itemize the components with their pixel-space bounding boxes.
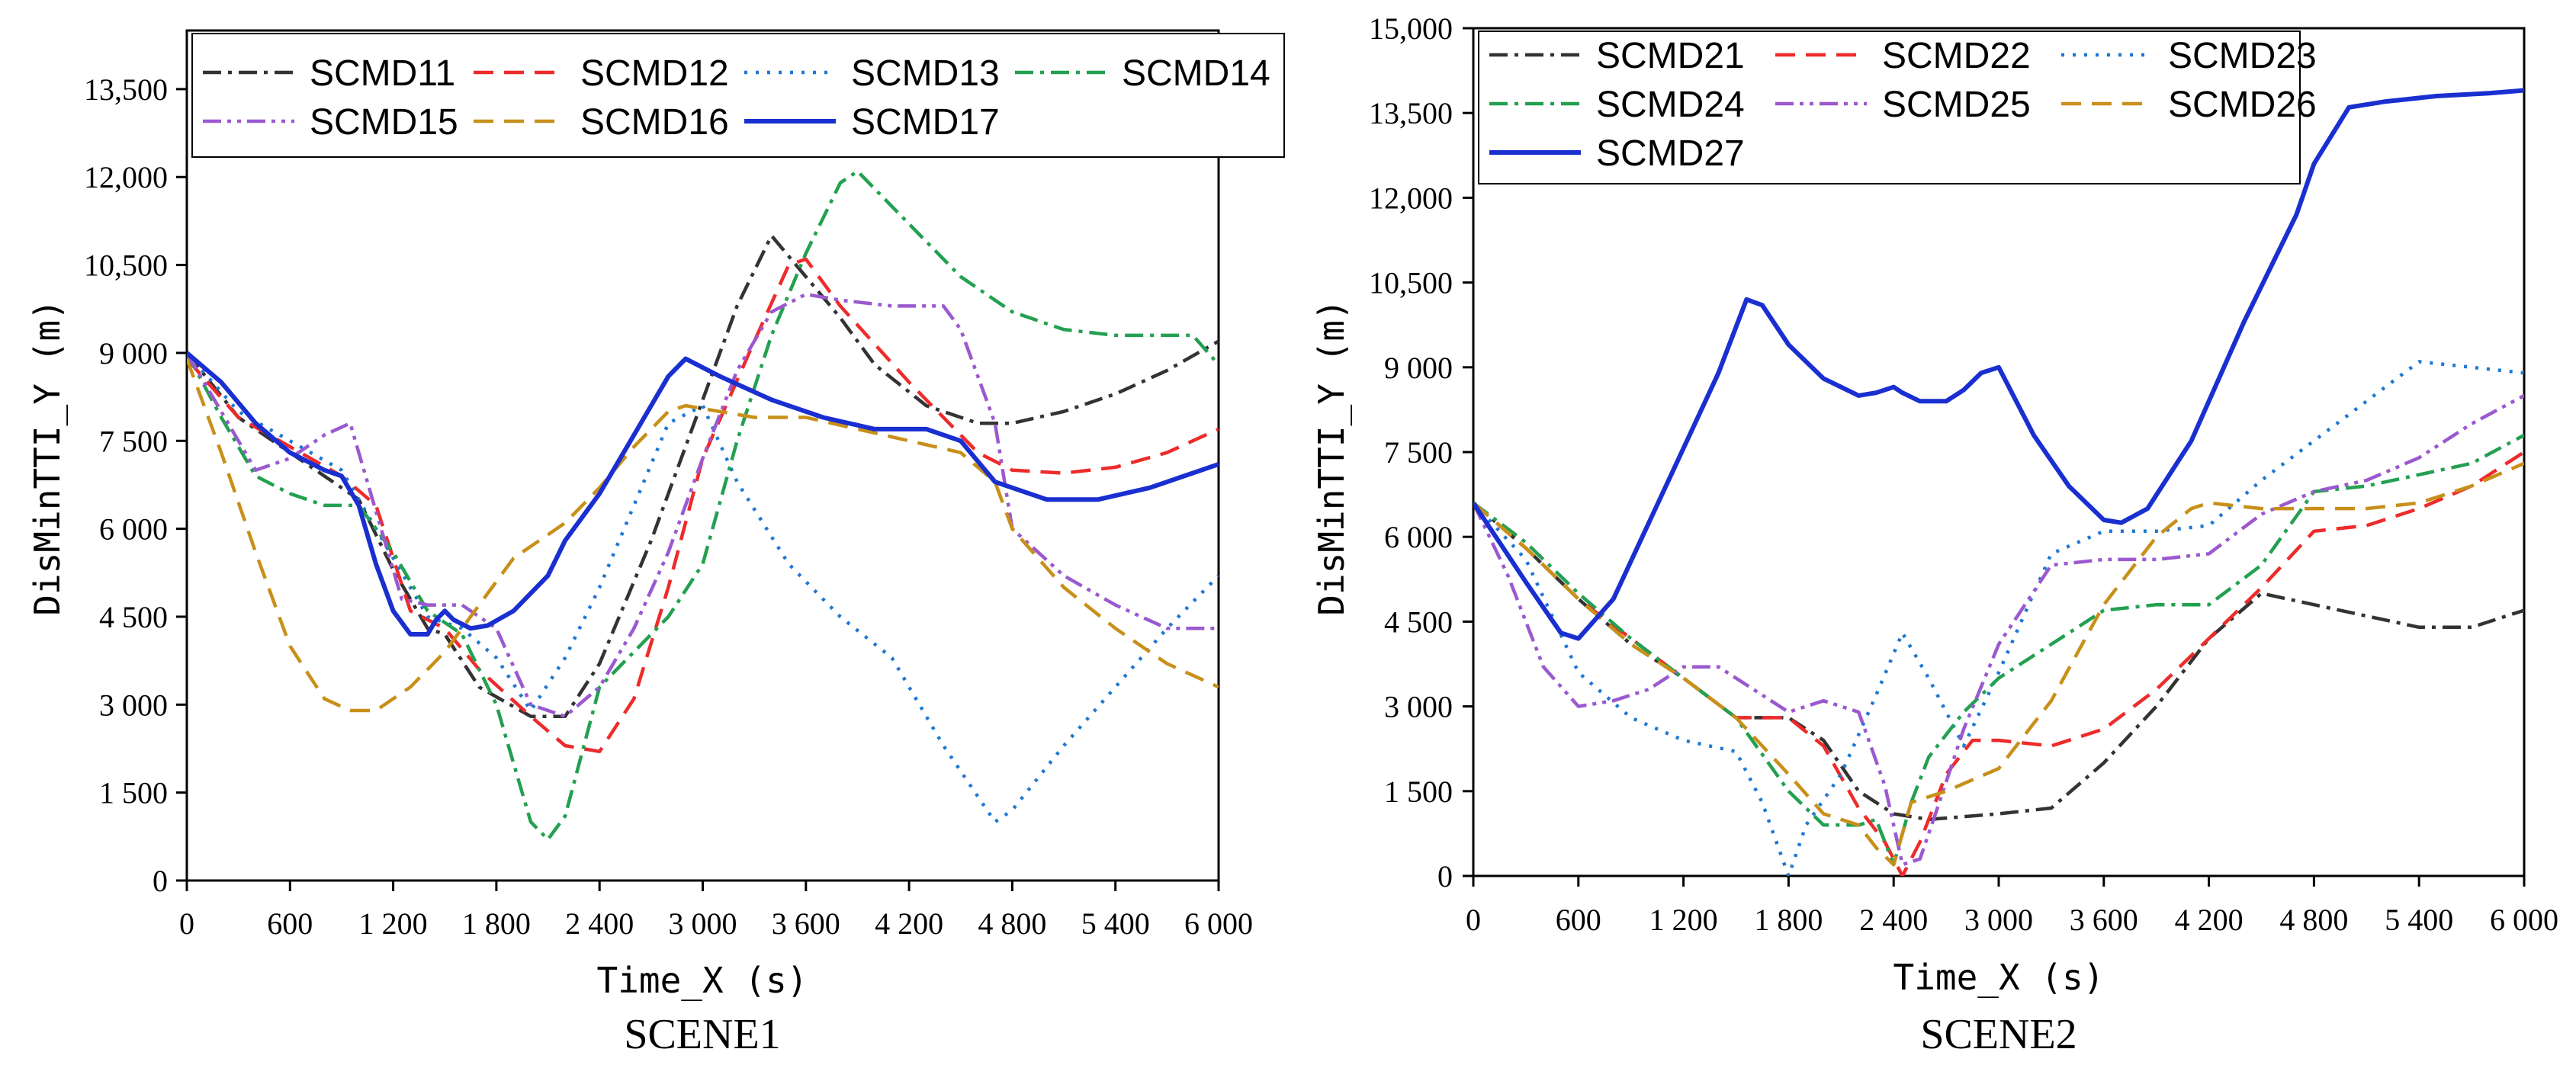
x-tick-label: 1 200 — [359, 906, 428, 941]
y-tick-label: 10,500 — [1369, 266, 1453, 300]
y-tick-label: 0 — [1437, 859, 1453, 893]
y-tick-label: 13,500 — [84, 72, 168, 107]
legend-label: SCMD26 — [2168, 85, 2317, 125]
y-tick-label: 4 500 — [99, 600, 168, 634]
y-tick-label: 12,000 — [84, 160, 168, 194]
series-line-scmd25 — [1473, 393, 2524, 867]
x-tick-label: 600 — [267, 906, 313, 941]
x-tick-label: 3 000 — [1964, 903, 2033, 937]
y-tick-label: 7 500 — [1384, 435, 1453, 470]
series-line-scmd21 — [1473, 501, 2524, 822]
plot-frame — [185, 29, 1220, 882]
legend-label: SCMD25 — [1882, 85, 2031, 125]
x-tick-label: 600 — [1556, 903, 1601, 937]
y-axis-title: DisMinTTI_Y (m) — [1311, 299, 1352, 615]
series-group — [187, 169, 1219, 842]
legend-label: SCMD22 — [1882, 36, 2031, 76]
x-tick-label: 3 000 — [669, 906, 737, 941]
series-line-scmd22 — [1473, 451, 2524, 876]
series-line-scmd27 — [1473, 88, 2524, 641]
y-tick-label: 12,000 — [1369, 181, 1453, 215]
x-tick-label: 1 800 — [1754, 903, 1823, 937]
legend-label: SCMD24 — [1596, 85, 1745, 125]
x-tick-label: 6 000 — [1184, 906, 1253, 941]
y-tick-label: 4 500 — [1384, 605, 1453, 639]
series-line-scmd24 — [1473, 433, 2524, 867]
legend-label: SCMD23 — [2168, 36, 2317, 76]
x-tick-label: 5 400 — [2385, 903, 2453, 937]
legend-label: SCMD21 — [1596, 36, 1745, 76]
series-line-scmd16 — [187, 358, 1219, 713]
x-tick-label: 3 600 — [2070, 903, 2138, 937]
y-tick-label: 13,500 — [1369, 96, 1453, 130]
x-axis-title: Time_X (s) — [597, 960, 808, 1001]
series-line-scmd23 — [1473, 360, 2524, 876]
series-line-scmd15 — [187, 292, 1219, 718]
y-tick-label: 6 000 — [1384, 520, 1453, 554]
series-line-scmd13 — [187, 351, 1219, 824]
legend-label: SCMD14 — [1122, 53, 1270, 94]
y-tick-label: 9 000 — [1384, 351, 1453, 385]
x-tick-label: 3 600 — [772, 906, 840, 941]
legend-label: SCMD17 — [851, 102, 1000, 143]
y-tick-label: 7 500 — [99, 424, 168, 458]
legend: SCMD21 SCMD22 SCMD23 SCMD24 SCMD25 SCMD26 SCMD… — [1478, 30, 2317, 184]
x-tick-label: 4 800 — [2279, 903, 2348, 937]
x-tick-label: 0 — [179, 906, 194, 941]
series-line-scmd26 — [1473, 461, 2524, 867]
y-tick-label: 1 500 — [99, 776, 168, 810]
x-tick-label: 0 — [1466, 903, 1481, 937]
chart-title: SCENE1 — [624, 1011, 780, 1058]
x-tick-label: 4 200 — [2175, 903, 2244, 937]
scene2-chart: 0 600 1 200 1 800 2 400 3 000 3 600 4 200 4 800 5… — [1311, 11, 2558, 1058]
chart-title: SCENE2 — [1920, 1011, 2077, 1058]
x-tick-label: 2 400 — [1859, 903, 1928, 937]
x-axis-title: Time_X (s) — [1893, 957, 2105, 998]
series-line-scmd14 — [187, 169, 1219, 842]
series-line-scmd12 — [187, 257, 1219, 754]
x-tick-label: 2 400 — [565, 906, 634, 941]
legend-label: SCMD11 — [310, 53, 455, 94]
legend-box — [191, 33, 1285, 158]
y-tick-label: 1 500 — [1384, 775, 1453, 809]
y-tick-label: 15,000 — [1369, 11, 1453, 46]
y-tick-label: 3 000 — [99, 688, 168, 722]
x-tick-label: 1 800 — [462, 906, 531, 941]
legend-label: SCMD13 — [851, 53, 1000, 94]
y-tick-label: 6 000 — [99, 512, 168, 547]
y-tick-label: 0 — [153, 864, 168, 898]
legend-label: SCMD15 — [310, 102, 458, 143]
series-group — [1473, 88, 2524, 876]
series-line-scmd17 — [187, 351, 1219, 637]
x-tick-label: 4 200 — [875, 906, 943, 941]
x-tick-label: 6 000 — [2490, 903, 2558, 937]
x-tick-label: 4 800 — [978, 906, 1046, 941]
legend-label: SCMD27 — [1596, 133, 1745, 174]
scene1-chart: 0 600 1 200 1 800 2 400 3 000 3 600 4 200 4 800 5… — [27, 29, 1285, 1058]
legend-label: SCMD16 — [580, 102, 729, 143]
x-tick-label: 5 400 — [1081, 906, 1150, 941]
y-axis-title: DisMinTTI_Y (m) — [27, 299, 68, 615]
y-tick-label: 10,500 — [84, 249, 168, 283]
x-tick-label: 1 200 — [1649, 903, 1718, 937]
y-tick-label: 3 000 — [1384, 690, 1453, 724]
legend-box — [1478, 30, 2301, 184]
legend: SCMD11 SCMD12 SCMD13 SCMD14 SCMD15 SCMD16 SCMD… — [191, 33, 1285, 158]
y-tick-label: 9 000 — [99, 336, 168, 371]
legend-label: SCMD12 — [580, 53, 729, 94]
